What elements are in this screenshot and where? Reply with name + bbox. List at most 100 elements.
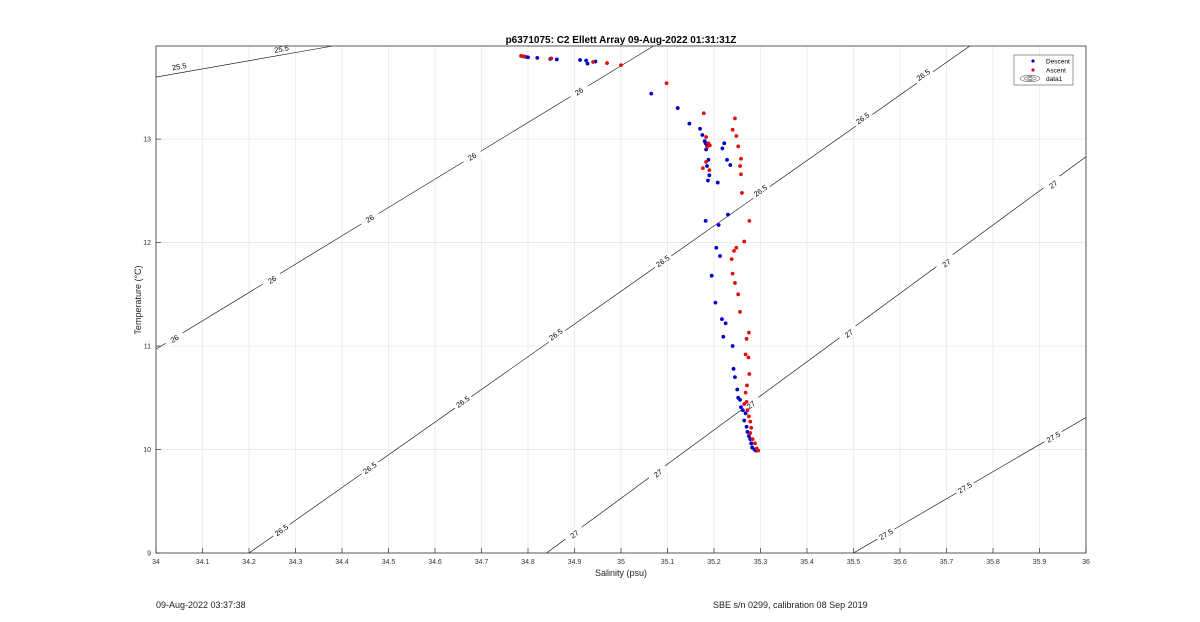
ascent-point (733, 116, 737, 121)
ascent-point (707, 168, 712, 173)
descent-point (705, 164, 709, 168)
ascent-point (750, 437, 755, 442)
contour-label-bg (838, 324, 860, 344)
footer-calibration: SBE s/n 0299, calibration 08 Sep 2019 (713, 600, 868, 610)
legend-descent-label: Descent (1046, 59, 1070, 66)
descent-point (744, 424, 749, 429)
descent-point (743, 411, 748, 416)
x-tick-label: 35.7 (940, 559, 954, 566)
ascent-point (745, 408, 750, 413)
contour-label-bg (563, 524, 586, 544)
contour-label-bg (912, 65, 935, 85)
descent-point (709, 273, 714, 278)
ascent-point (748, 419, 753, 424)
descent-point (707, 173, 712, 178)
ascent-point (747, 218, 752, 223)
descent-point (721, 334, 726, 339)
descent-point (700, 133, 705, 137)
descent-point (675, 106, 680, 110)
x-tick-label: 34.5 (382, 559, 396, 566)
x-tick-label: 35.9 (1033, 559, 1047, 566)
contour-label: 26 (169, 333, 181, 345)
contour-label-bg (545, 325, 567, 345)
ascent-point (591, 60, 595, 64)
ascent-point (748, 431, 753, 435)
x-tick-label: 35.6 (893, 559, 907, 566)
ascent-point (605, 61, 609, 65)
descent-point (714, 245, 719, 250)
contour-label-bg (1042, 428, 1065, 447)
ascent-point (704, 159, 708, 164)
descent-point (713, 300, 718, 305)
contour-label-bg (452, 392, 474, 412)
ascent-point (549, 56, 554, 61)
descent-point (723, 321, 728, 326)
contour-label-bg (359, 458, 381, 478)
ascent-point (736, 144, 741, 149)
contour-label-bg (647, 463, 669, 483)
ascent-point (756, 448, 761, 453)
contour-line-25.5 (155, 45, 333, 78)
grid-lines (155, 46, 1087, 554)
ascent-point (730, 271, 735, 276)
descent-point (698, 126, 702, 131)
legend: Descent Ascent data1 (1013, 54, 1074, 86)
density-contours: 25.525.5262626262626.526.526.526.526.526… (155, 42, 1087, 554)
x-tick-label: 34.2 (242, 559, 256, 566)
ascent-point (740, 191, 744, 195)
descent-point (731, 366, 736, 371)
contour-label-bg (954, 478, 977, 497)
descent-point (585, 61, 590, 66)
descent-point (746, 434, 751, 438)
x-tick-label: 34 (152, 559, 160, 566)
descent-point (726, 212, 730, 217)
ascent-point (739, 156, 743, 161)
x-tick-label: 34.9 (568, 559, 582, 566)
contour-label: 26 (573, 86, 585, 98)
x-tick-label: 35.8 (986, 559, 1000, 566)
contour-label-bg (935, 253, 958, 273)
descent-point (728, 163, 733, 167)
ascent-point (733, 281, 737, 285)
contour-label: 26 (364, 213, 376, 225)
x-tick-label: 34.3 (289, 559, 303, 566)
descent-point (749, 441, 754, 446)
ascent-point (744, 400, 749, 404)
legend-descent-marker (1031, 59, 1035, 63)
legend-contour-icon (1019, 75, 1041, 82)
ascent-point (519, 53, 523, 58)
ascent-point (746, 355, 751, 360)
ascent-point (745, 383, 749, 388)
y-tick-label: 12 (143, 240, 151, 247)
legend-data1-label: data1 (1046, 76, 1063, 83)
x-tick-label: 35 (617, 559, 625, 566)
ascent-point (732, 248, 736, 253)
ascent-point (746, 414, 751, 419)
contour-label: 25.5 (171, 61, 187, 72)
ascent-point (707, 143, 712, 148)
descent-point (735, 387, 740, 392)
ascent-point (730, 127, 735, 132)
y-tick-label: 9 (147, 551, 151, 558)
x-axis-ticks: 34 34.1 34.2 34.3 34.4 34.5 34.6 34.7 34.8 34.9 35… (152, 548, 1090, 566)
ascent-point (705, 145, 709, 150)
descent-point (730, 344, 735, 348)
descent-point (687, 121, 692, 126)
x-tick-label: 35.1 (661, 559, 675, 566)
descent-point (584, 58, 589, 63)
contour-label: 26 (466, 151, 478, 163)
ascent-point (700, 166, 705, 170)
legend-ascent-label: Ascent (1046, 68, 1066, 75)
contour-label: 25.5 (274, 43, 290, 54)
ascent-point (742, 239, 747, 244)
ascent-point (749, 425, 754, 430)
ascent-point (701, 111, 706, 116)
contour-label-bg (168, 60, 190, 73)
descent-point (535, 55, 540, 60)
contour-label-bg (359, 209, 381, 228)
x-tick-label: 34.4 (335, 559, 349, 566)
contour-label-bg (261, 270, 284, 289)
descent-point (725, 157, 729, 162)
ascent-point (729, 257, 734, 262)
y-axis-label: Temperature (°C) (133, 265, 143, 334)
